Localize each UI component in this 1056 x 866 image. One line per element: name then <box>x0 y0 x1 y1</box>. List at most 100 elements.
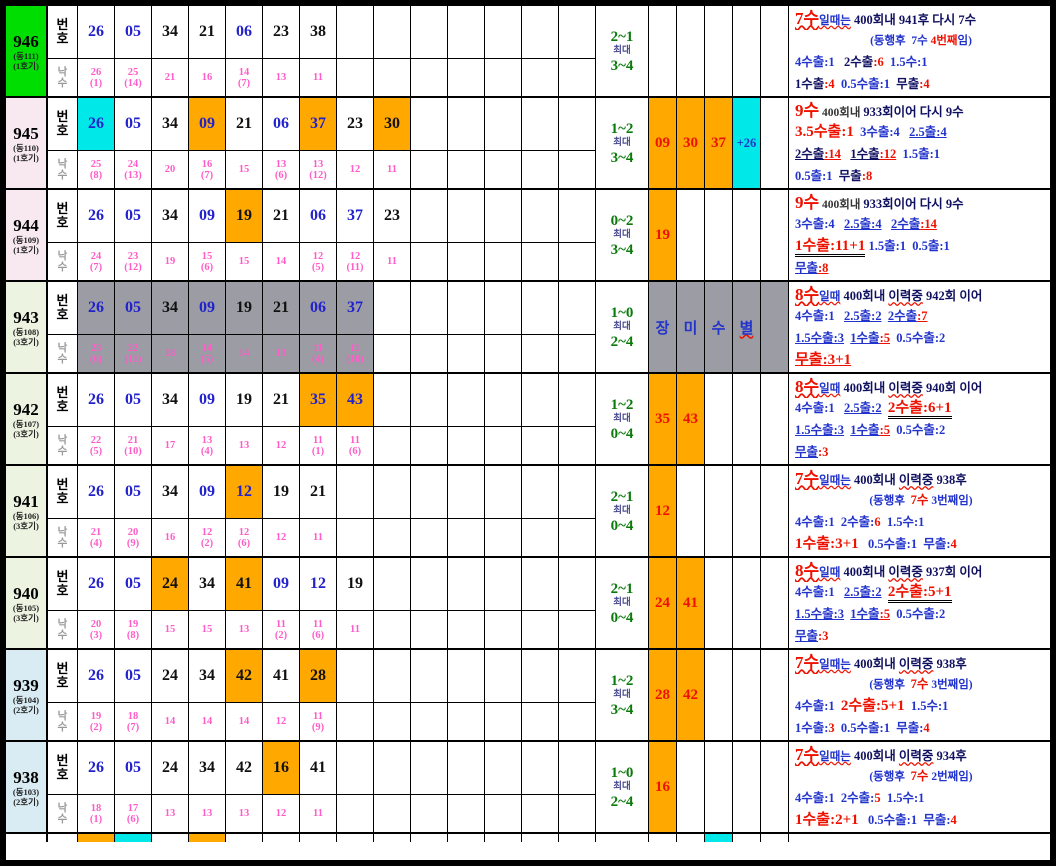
ball-cell[interactable] <box>522 558 559 611</box>
drop-count-cell[interactable]: 14 <box>152 703 189 740</box>
ball-cell[interactable]: 42 <box>226 650 263 703</box>
ball-cell[interactable]: 26 <box>78 558 115 611</box>
status-cell[interactable]: 수 <box>705 282 733 372</box>
ball-cell[interactable] <box>522 466 559 519</box>
drop-count-cell[interactable] <box>374 519 411 556</box>
drop-count-cell[interactable]: 23 (6) <box>78 335 115 372</box>
ball-cell[interactable] <box>448 282 485 335</box>
drop-count-cell[interactable] <box>522 335 559 372</box>
drop-count-cell[interactable]: 15 <box>152 611 189 648</box>
ball-cell[interactable]: 34 <box>152 6 189 59</box>
ball-cell[interactable]: 26 <box>78 742 115 795</box>
status-cell[interactable] <box>649 6 677 96</box>
ball-cell[interactable] <box>374 466 411 519</box>
ball-cell[interactable] <box>448 558 485 611</box>
drop-count-cell[interactable]: 21 (4) <box>78 519 115 556</box>
drop-count-cell[interactable] <box>411 427 448 464</box>
drop-count-cell[interactable]: 12 (6) <box>226 519 263 556</box>
ball-cell[interactable] <box>337 6 374 59</box>
drop-count-cell[interactable] <box>374 703 411 740</box>
drop-count-cell[interactable] <box>485 151 522 188</box>
status-cell[interactable] <box>705 6 733 96</box>
ball-cell[interactable]: 06 <box>226 6 263 59</box>
status-cell[interactable] <box>677 466 705 556</box>
ball-cell[interactable]: 35 <box>300 374 337 427</box>
drop-count-cell[interactable]: 13 (12) <box>300 151 337 188</box>
ball-cell[interactable] <box>374 282 411 335</box>
drop-count-cell[interactable] <box>522 519 559 556</box>
status-cell[interactable] <box>761 190 789 280</box>
status-cell[interactable] <box>761 466 789 556</box>
status-cell[interactable] <box>733 466 761 556</box>
drop-count-cell[interactable]: 19 (8) <box>115 611 152 648</box>
drop-count-cell[interactable]: 20 (3) <box>78 611 115 648</box>
ball-cell[interactable] <box>448 190 485 243</box>
drop-count-cell[interactable]: 12 <box>337 151 374 188</box>
drop-count-cell[interactable] <box>374 427 411 464</box>
drop-count-cell[interactable]: 24 (13) <box>115 151 152 188</box>
ball-cell[interactable] <box>374 6 411 59</box>
ball-cell[interactable]: 34 <box>152 190 189 243</box>
status-cell[interactable]: 41 <box>677 558 705 648</box>
ball-cell[interactable]: 24 <box>152 742 189 795</box>
status-cell[interactable] <box>705 650 733 740</box>
drop-count-cell[interactable]: 26 (1) <box>78 59 115 96</box>
drop-count-cell[interactable]: 11 (6) <box>300 611 337 648</box>
drop-count-cell[interactable]: 12 (5) <box>300 243 337 280</box>
ball-cell[interactable] <box>337 650 374 703</box>
ball-cell[interactable] <box>448 466 485 519</box>
ball-cell[interactable]: 09 <box>189 374 226 427</box>
ball-cell[interactable]: 21 <box>300 466 337 519</box>
drop-count-cell[interactable] <box>337 59 374 96</box>
ball-cell[interactable]: 19 <box>226 190 263 243</box>
ball-cell[interactable]: 41 <box>300 742 337 795</box>
ball-cell[interactable] <box>559 466 596 519</box>
ball-cell[interactable] <box>559 558 596 611</box>
ball-cell[interactable] <box>485 558 522 611</box>
drop-count-cell[interactable]: 12 <box>263 795 300 832</box>
drop-count-cell[interactable]: 15 <box>189 611 226 648</box>
range-cell[interactable]: 1~2 최대 3~4 <box>596 650 649 740</box>
drop-count-cell[interactable] <box>559 243 596 280</box>
notes-cell[interactable]: 7수일때는 400회내 이력중 938후 (동행후 7수 3번째임) 4수출:1 2… <box>789 466 1050 556</box>
ball-cell[interactable]: 24 <box>152 558 189 611</box>
ball-cell[interactable]: 28 <box>300 650 337 703</box>
drop-count-cell[interactable]: 22 (11) <box>115 335 152 372</box>
status-cell[interactable]: 19 <box>649 190 677 280</box>
ball-cell[interactable]: 26 <box>78 190 115 243</box>
ball-cell[interactable]: 12 <box>226 466 263 519</box>
ball-cell[interactable] <box>559 374 596 427</box>
drop-count-cell[interactable]: 18 (7) <box>115 703 152 740</box>
drop-count-cell[interactable]: 14 (5) <box>189 335 226 372</box>
drop-count-cell[interactable] <box>337 519 374 556</box>
ball-cell[interactable]: 21 <box>263 282 300 335</box>
drop-count-cell[interactable] <box>485 59 522 96</box>
ball-cell[interactable] <box>374 374 411 427</box>
ball-cell[interactable] <box>485 190 522 243</box>
ball-cell[interactable]: 06 <box>300 282 337 335</box>
drop-count-cell[interactable] <box>448 703 485 740</box>
draw-id-cell[interactable]: 941 (동106) (3호기) <box>6 466 48 556</box>
drop-count-cell[interactable]: 19 <box>152 243 189 280</box>
draw-id-cell[interactable]: 938 (동103) (2호기) <box>6 742 48 832</box>
draw-id-cell[interactable]: 939 (동104) (2호기) <box>6 650 48 740</box>
drop-count-cell[interactable]: 12 <box>263 703 300 740</box>
draw-id-cell[interactable]: 944 (동109) (1호기) <box>6 190 48 280</box>
ball-cell[interactable] <box>411 650 448 703</box>
drop-count-cell[interactable]: 15 <box>226 151 263 188</box>
drop-count-cell[interactable]: 13 <box>226 795 263 832</box>
status-cell[interactable] <box>733 6 761 96</box>
ball-cell[interactable]: 19 <box>263 466 300 519</box>
ball-cell[interactable]: 21 <box>189 6 226 59</box>
drop-count-cell[interactable] <box>485 795 522 832</box>
ball-cell[interactable]: 16 <box>263 742 300 795</box>
notes-cell[interactable]: 8수일때 400회내 이력중 940회 이어 4수출:1 2.5출:2 2수출:6… <box>789 374 1050 464</box>
status-cell[interactable] <box>733 650 761 740</box>
ball-cell[interactable] <box>411 190 448 243</box>
drop-count-cell[interactable] <box>448 243 485 280</box>
status-cell[interactable]: 16 <box>649 742 677 832</box>
drop-count-cell[interactable]: 11 <box>300 59 337 96</box>
drop-count-cell[interactable] <box>559 151 596 188</box>
ball-cell[interactable] <box>374 742 411 795</box>
status-cell[interactable] <box>677 6 705 96</box>
